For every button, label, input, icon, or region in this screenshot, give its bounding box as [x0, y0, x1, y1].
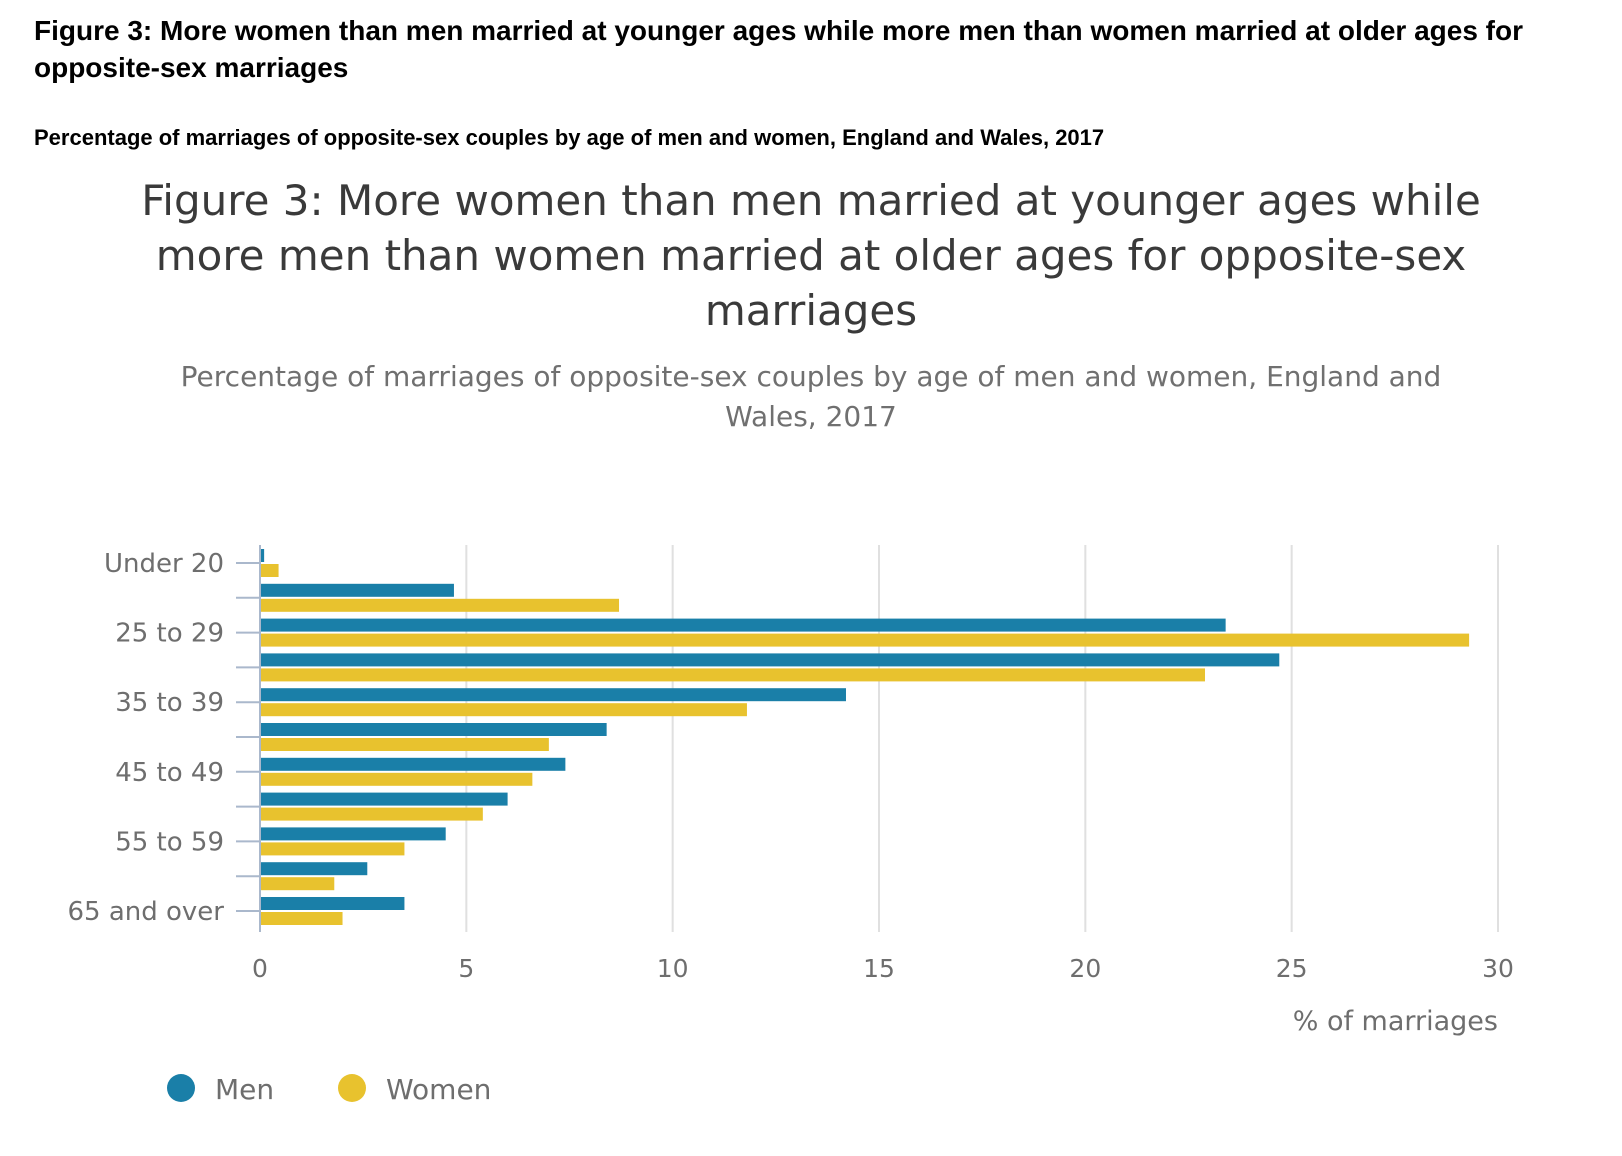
chart-title: more men than women married at older age… — [156, 231, 1467, 280]
bar-men — [261, 653, 1280, 667]
page-heading: Figure 3: More women than men married at… — [34, 15, 1524, 83]
bar-women — [261, 912, 343, 925]
chart-subtitle: Wales, 2017 — [725, 400, 897, 433]
x-axis-label: % of marriages — [1293, 1006, 1498, 1037]
x-tick-label: 25 — [1276, 954, 1308, 983]
bar-men — [261, 757, 566, 771]
bar-women — [261, 842, 405, 856]
x-tick-label: 5 — [458, 954, 474, 983]
bar-women — [261, 772, 533, 786]
bar-women — [261, 877, 335, 891]
y-tick-label: 65 and over — [67, 897, 224, 927]
y-tick-label: 55 to 59 — [115, 827, 224, 857]
bar-women — [261, 703, 747, 717]
page-subheading: Percentage of marriages of opposite-sex … — [34, 125, 1105, 150]
bar-women — [261, 564, 279, 577]
bar-men — [261, 723, 607, 736]
bar-women — [261, 738, 549, 751]
x-tick-label: 15 — [863, 954, 895, 983]
chart-subtitle: Percentage of marriages of opposite-sex … — [181, 360, 1442, 393]
bar-men — [261, 583, 454, 597]
chart-title: marriages — [705, 286, 917, 335]
bar-women — [261, 598, 620, 612]
bar-men — [261, 792, 508, 806]
bar-women — [261, 633, 1470, 647]
y-tick-label: 25 to 29 — [115, 619, 224, 649]
bar-men — [261, 618, 1226, 632]
y-tick-label: 45 to 49 — [115, 758, 224, 788]
x-tick-label: 30 — [1482, 954, 1514, 983]
legend-swatch-women — [338, 1074, 366, 1102]
x-tick-label: 20 — [1069, 954, 1101, 983]
bar-men — [261, 897, 405, 910]
legend-label-women: Women — [386, 1073, 491, 1106]
legend-swatch-men — [167, 1074, 195, 1102]
y-tick-label: 35 to 39 — [115, 688, 224, 718]
chart-title: Figure 3: More women than men married at… — [141, 176, 1481, 225]
bar-men — [261, 549, 265, 562]
x-tick-label: 10 — [657, 954, 689, 983]
bar-men — [261, 827, 446, 841]
bar-men — [261, 688, 846, 702]
legend-label-men: Men — [215, 1073, 274, 1106]
bar-men — [261, 862, 368, 876]
bar-women — [261, 807, 483, 821]
x-tick-label: 0 — [252, 954, 268, 983]
y-tick-label: Under 20 — [104, 549, 224, 579]
bar-women — [261, 668, 1206, 682]
